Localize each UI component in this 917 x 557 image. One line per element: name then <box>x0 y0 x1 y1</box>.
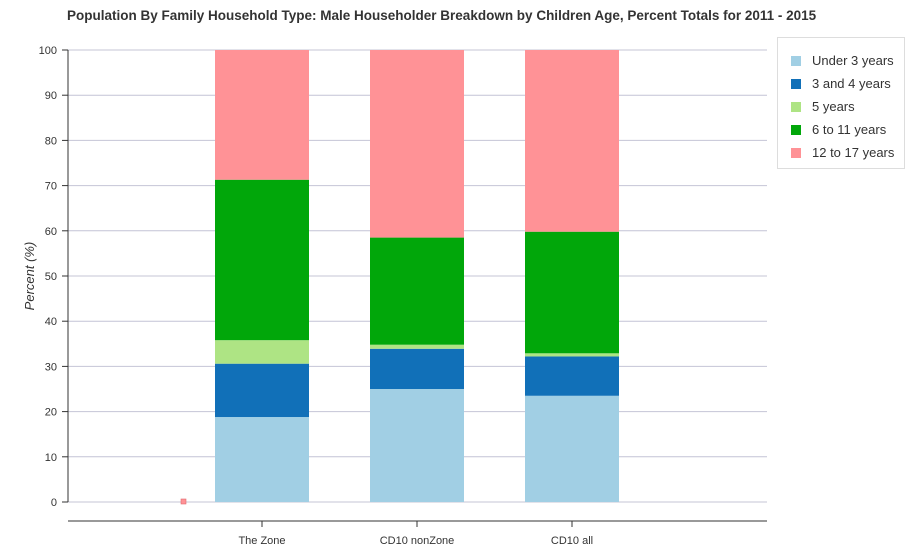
x-tick-label: The Zone <box>238 535 285 547</box>
legend-label: 12 to 17 years <box>812 145 895 160</box>
bar-segment-5-years <box>370 344 464 349</box>
legend: Under 3 years 3 and 4 years 5 years 6 to 11… <box>777 37 905 169</box>
y-tick-label: 30 <box>45 361 57 373</box>
bar-segment-6-to-11-years <box>215 179 309 341</box>
axes: 0 10 20 30 40 50 60 70 80 90 100 The Zone CD10 nonZo… <box>39 45 767 547</box>
legend-swatch <box>791 124 801 135</box>
legend-label: 5 years <box>812 99 855 114</box>
bar-segment-3-and-4-years <box>525 356 619 396</box>
legend-swatch <box>791 101 801 112</box>
y-tick-label: 100 <box>39 45 57 57</box>
bar-segment-12-to-17-years <box>370 50 464 238</box>
bar-segment-3-and-4-years <box>370 348 464 389</box>
y-tick-label: 20 <box>45 407 57 419</box>
legend-swatch <box>791 78 801 89</box>
y-axis-label: Percent (%) <box>22 242 37 311</box>
bar-segment-under-3-years <box>215 417 309 502</box>
legend-swatch <box>791 147 801 158</box>
legend-swatch <box>791 55 801 66</box>
y-tick-label: 50 <box>45 271 57 283</box>
legend-item-12-to-17-years[interactable]: 12 to 17 years <box>778 141 904 164</box>
bar-segment-5-years <box>215 340 309 364</box>
bar-segment-12-to-17-years <box>525 50 619 232</box>
chart-title: Population By Family Household Type: Mal… <box>67 8 817 23</box>
bar-segment-6-to-11-years <box>370 237 464 345</box>
y-tick-label: 10 <box>45 452 57 464</box>
y-tick-label: 40 <box>45 316 57 328</box>
bar-segment-6-to-11-years <box>525 231 619 354</box>
y-tick-label: 90 <box>45 90 57 102</box>
legend-item-under-3-years[interactable]: Under 3 years <box>778 49 904 72</box>
x-tick-label: CD10 all <box>551 535 593 547</box>
bar-segment-12-to-17-years <box>215 50 309 180</box>
bar-segment-under-3-years <box>370 389 464 502</box>
bar-segment-5-years <box>525 353 619 357</box>
legend-item-3-and-4-years[interactable]: 3 and 4 years <box>778 72 904 95</box>
y-tick-label: 80 <box>45 135 57 147</box>
legend-label: 3 and 4 years <box>812 76 891 91</box>
x-tick-label: CD10 nonZone <box>380 535 455 547</box>
bar-segment-under-3-years <box>525 395 619 502</box>
y-tick-label: 60 <box>45 226 57 238</box>
legend-item-5-years[interactable]: 5 years <box>778 95 904 118</box>
y-tick-label: 0 <box>51 497 57 509</box>
legend-label: 6 to 11 years <box>812 122 887 137</box>
y-tick-label: 70 <box>45 181 57 193</box>
legend-label: Under 3 years <box>812 53 894 68</box>
origin-marker <box>180 498 187 505</box>
legend-item-6-to-11-years[interactable]: 6 to 11 years <box>778 118 904 141</box>
bars <box>180 50 619 505</box>
bar-segment-3-and-4-years <box>215 363 309 418</box>
